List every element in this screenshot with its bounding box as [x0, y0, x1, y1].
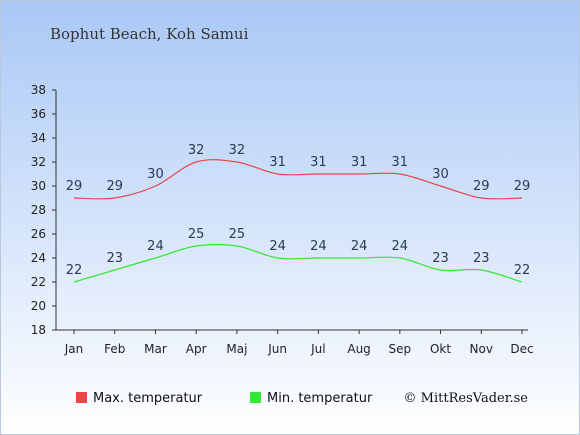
y-tick-label: 20 [31, 299, 46, 313]
x-tick-label: Maj [226, 342, 247, 356]
y-tick-label: 30 [31, 179, 46, 193]
series-line-max [73, 159, 523, 200]
data-labels: 29 29 30 32 32 31 31 31 31 30 29 29 22 23 24 25 25 24 24 24… [66, 143, 531, 278]
data-label-min: 24 [351, 239, 368, 254]
data-label-min: 24 [392, 239, 409, 254]
data-label-min: 23 [473, 251, 490, 266]
data-label-min: 24 [147, 239, 164, 254]
x-tick-label: Jun [267, 342, 287, 356]
x-tick-label: Nov [470, 342, 493, 356]
data-label-min: 24 [269, 239, 286, 254]
y-tick-label: 18 [31, 323, 46, 337]
x-tick-label: Dec [510, 342, 533, 356]
y-tick-label: 28 [31, 203, 46, 217]
legend-swatch-max [76, 392, 87, 403]
legend-label-min: Min. temperatur [267, 391, 373, 406]
axes: 18 20 22 24 26 28 30 32 34 36 38 Jan Feb Mar Apr Maj Jun… [31, 83, 534, 356]
data-label-min: 22 [514, 263, 531, 278]
legend: Max. temperatur Min. temperatur [76, 391, 373, 406]
x-tick-label: Feb [104, 342, 125, 356]
series-line-min [73, 243, 523, 283]
data-label-max: 29 [66, 179, 83, 194]
data-label-max: 31 [269, 155, 286, 170]
data-label-min: 25 [229, 227, 246, 242]
y-tick-label: 26 [31, 227, 46, 241]
data-label-min: 23 [432, 251, 449, 266]
data-label-max: 32 [229, 143, 246, 158]
x-tick-label: Jan [64, 342, 84, 356]
data-label-min: 23 [106, 251, 123, 266]
data-label-max: 31 [310, 155, 327, 170]
data-label-max: 30 [147, 167, 164, 182]
series-layer [73, 159, 523, 283]
data-label-max: 31 [392, 155, 409, 170]
legend-label-max: Max. temperatur [93, 391, 203, 406]
data-label-max: 29 [473, 179, 490, 194]
data-label-min: 24 [310, 239, 327, 254]
credit-text: © MittResVader.se [404, 391, 529, 406]
data-label-max: 30 [432, 167, 449, 182]
data-label-max: 31 [351, 155, 368, 170]
data-label-max: 29 [106, 179, 123, 194]
y-tick-label: 36 [31, 107, 46, 121]
y-tick-label: 24 [31, 251, 46, 265]
y-tick-label: 34 [31, 131, 46, 145]
data-label-max: 32 [188, 143, 205, 158]
y-tick-label: 22 [31, 275, 46, 289]
data-label-min: 25 [188, 227, 205, 242]
y-tick-label: 38 [31, 83, 46, 97]
x-tick-label: Aug [347, 342, 370, 356]
data-label-min: 22 [66, 263, 83, 278]
legend-swatch-min [250, 392, 261, 403]
x-tick-label: Mar [144, 342, 167, 356]
y-tick-label: 32 [31, 155, 46, 169]
x-tick-label: Jul [310, 342, 325, 356]
x-tick-label: Sep [389, 342, 412, 356]
x-tick-label: Okt [430, 342, 451, 356]
chart-title: Bophut Beach, Koh Samui [50, 25, 249, 43]
data-label-max: 29 [514, 179, 531, 194]
x-tick-label: Apr [186, 342, 207, 356]
